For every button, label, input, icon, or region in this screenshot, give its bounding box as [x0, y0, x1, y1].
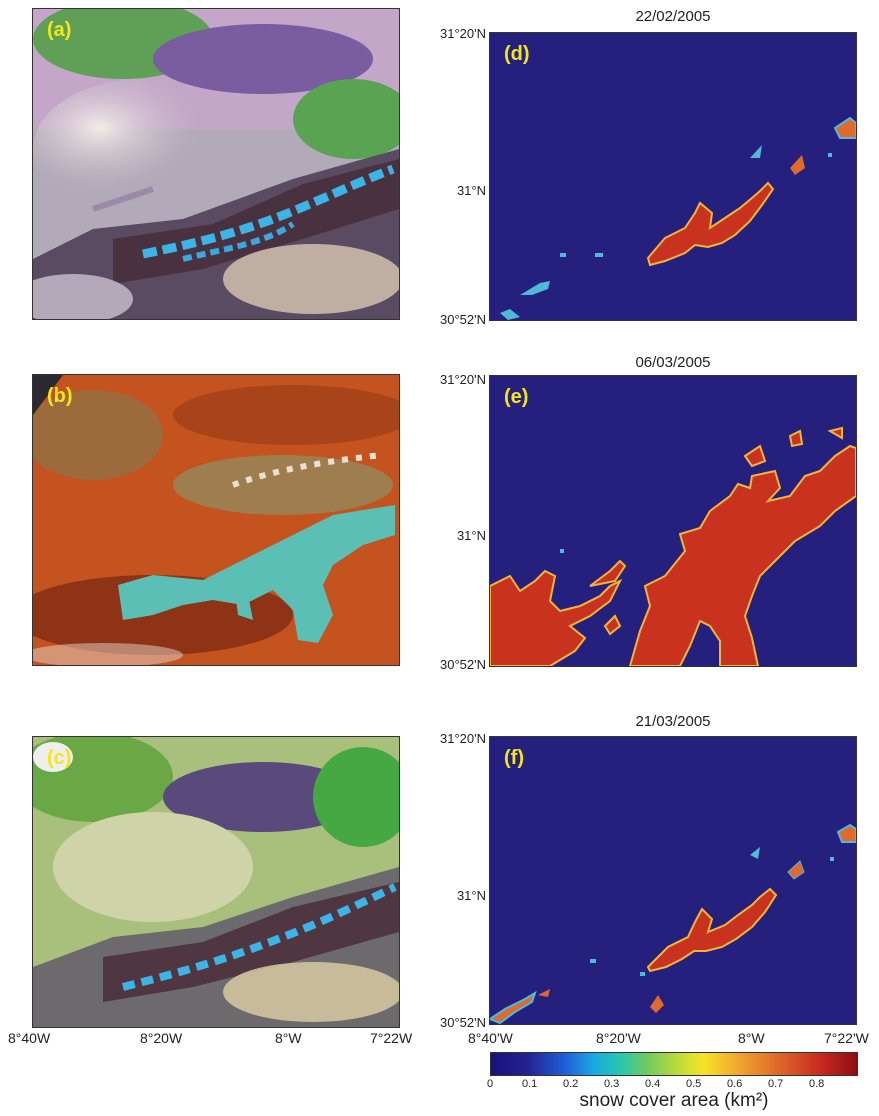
- colorbar-tick-6: 0.6: [727, 1078, 743, 1090]
- colorbar-tick-2: 0.2: [563, 1078, 579, 1090]
- lat-label-d-top: 31°20'N: [440, 26, 486, 41]
- lat-label-d-bottom: 30°52'N: [440, 312, 486, 327]
- lat-label-f-mid: 31°N: [456, 888, 486, 903]
- lat-label-f-top: 31°20'N: [440, 731, 486, 746]
- snow-map-e-graphic: [490, 426, 856, 666]
- panel-label-b: (b): [47, 385, 73, 407]
- lon-label-right-3: 7°22'W: [824, 1030, 869, 1046]
- panel-label-e: (e): [504, 386, 529, 408]
- satellite-image-c-graphic: [33, 737, 399, 1027]
- satellite-image-b-graphic: [33, 375, 399, 665]
- snow-map-f-graphic: [490, 823, 856, 1024]
- colorbar-tick-0: 0: [487, 1078, 494, 1090]
- satellite-image-b: (b): [32, 374, 400, 666]
- lat-label-f-bottom: 30°52'N: [440, 1015, 486, 1030]
- lon-label-right-0: 8°40'W: [468, 1030, 513, 1046]
- colorbar-tick-8: 0.8: [809, 1078, 825, 1090]
- lat-label-e-mid: 31°N: [456, 528, 486, 543]
- satellite-image-a: (a): [32, 8, 400, 320]
- lon-label-left-2: 8°W: [275, 1030, 302, 1046]
- colorbar-tick-5: 0.5: [686, 1078, 702, 1090]
- satellite-image-a-graphic: [33, 9, 399, 319]
- panel-label-a: (a): [47, 19, 72, 41]
- satellite-image-c: (c): [32, 736, 400, 1028]
- snow-map-d: (d): [489, 32, 857, 321]
- colorbar: [490, 1052, 858, 1076]
- lat-label-d-mid: 31°N: [456, 183, 486, 198]
- panel-label-d: (d): [504, 43, 530, 65]
- lon-label-left-3: 7°22W: [370, 1030, 413, 1046]
- lat-label-e-top: 31°20'N: [440, 372, 486, 387]
- colorbar-tick-7: 0.7: [768, 1078, 784, 1090]
- lon-label-right-1: 8°20'W: [596, 1030, 641, 1046]
- date-title-e: 06/03/2005: [635, 354, 711, 371]
- lon-label-left-1: 8°20W: [140, 1030, 183, 1046]
- snow-map-e: (e): [489, 375, 857, 667]
- date-title-f: 21/03/2005: [635, 713, 711, 730]
- colorbar-tick-1: 0.1: [522, 1078, 538, 1090]
- date-title-d: 22/02/2005: [635, 8, 711, 25]
- colorbar-label: snow cover area (km²): [579, 1090, 769, 1111]
- colorbar-tick-3: 0.3: [604, 1078, 620, 1090]
- panel-label-c: (c): [47, 747, 72, 769]
- snow-map-d-graphic: [500, 116, 856, 320]
- lat-label-e-bottom: 30°52'N: [440, 657, 486, 672]
- lon-label-right-2: 8°W: [738, 1030, 765, 1046]
- snow-map-f: (f): [489, 736, 857, 1025]
- lon-label-left-0: 8°40W: [8, 1030, 51, 1046]
- panel-label-f: (f): [504, 747, 524, 769]
- colorbar-tick-4: 0.4: [645, 1078, 661, 1090]
